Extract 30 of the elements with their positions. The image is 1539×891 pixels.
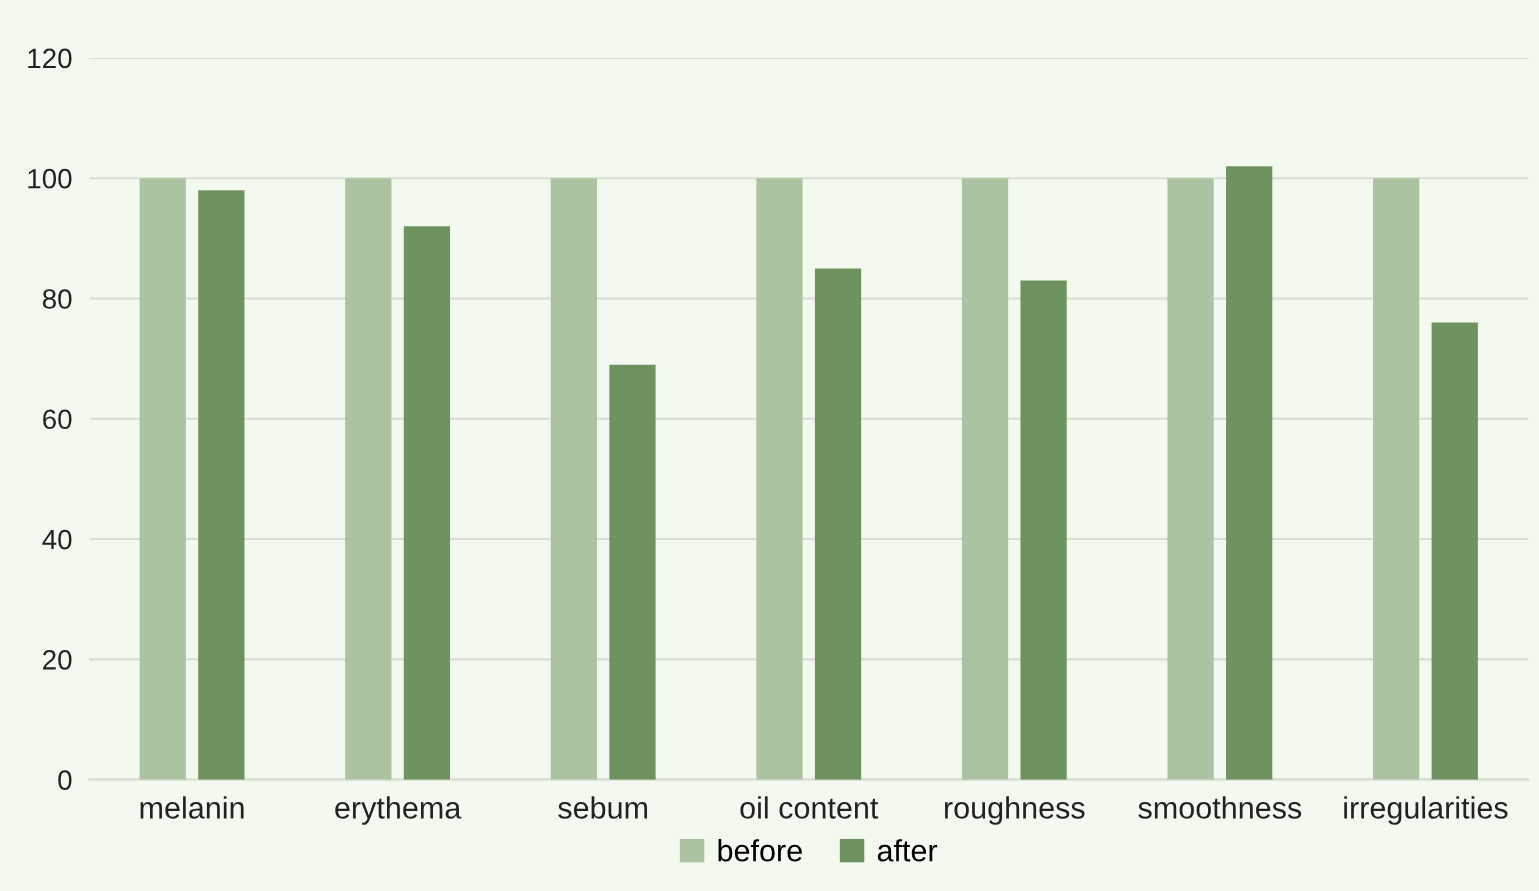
bar: [756, 178, 803, 780]
bar: [1020, 280, 1067, 780]
bar: [1431, 322, 1478, 780]
x-tick-label: sebum: [558, 796, 648, 819]
y-tick-label: 40: [42, 529, 72, 550]
y-tick-label: 20: [43, 650, 72, 670]
bar: [1226, 166, 1273, 780]
x-tick-label: oil content: [740, 796, 879, 819]
x-tick-label: melanin: [140, 796, 244, 819]
bar: [550, 178, 598, 780]
y-tick-label: 0: [58, 770, 72, 790]
legend-label: before: [718, 839, 802, 862]
y-tick-label: 100: [28, 168, 72, 189]
bar: [198, 190, 245, 780]
y-tick-label: 60: [43, 409, 72, 430]
y-tick-label: 80: [42, 289, 72, 309]
bar: [609, 364, 656, 780]
bar: [1373, 178, 1420, 780]
bar: [961, 178, 1009, 780]
x-tick-label: roughness: [945, 796, 1085, 825]
bar: [403, 226, 451, 780]
bar: [139, 178, 186, 780]
legend-label: after: [877, 839, 938, 862]
x-tick-label: irregularities: [1344, 796, 1508, 825]
bar: [345, 178, 392, 780]
x-tick-label: erythema: [335, 796, 462, 825]
y-tick-label: 120: [28, 48, 72, 69]
bar: [1167, 178, 1214, 780]
bar: [814, 268, 862, 780]
x-tick-label: smoothness: [1138, 796, 1302, 819]
